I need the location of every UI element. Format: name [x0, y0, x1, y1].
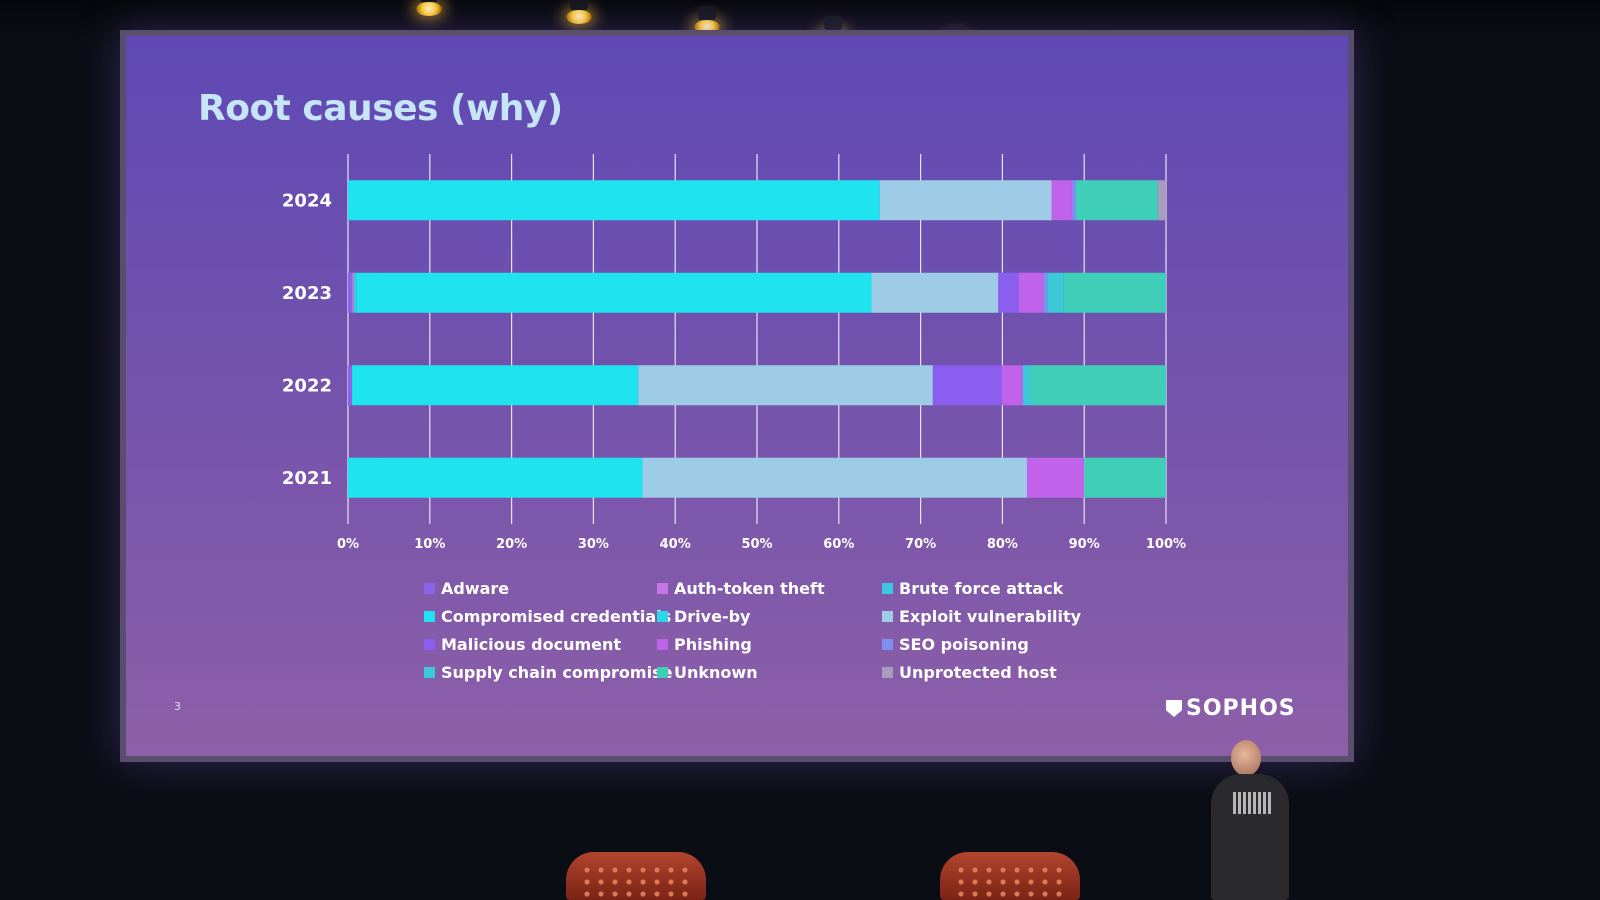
- stage-chair: [566, 852, 706, 900]
- bar-segment: [352, 365, 639, 406]
- x-tick-label: 0%: [337, 537, 359, 552]
- legend-swatch: [424, 666, 435, 678]
- bar-segments: [348, 180, 1166, 498]
- legend-item: Drive-by: [657, 606, 882, 626]
- legend-label: Compromised credentials: [441, 606, 672, 626]
- legend-item: Adware: [424, 578, 657, 598]
- bar-segment: [1071, 180, 1077, 221]
- presenter-head: [1231, 740, 1261, 776]
- x-tick-label: 10%: [414, 537, 445, 552]
- legend-swatch: [657, 610, 668, 622]
- legend-label: Brute force attack: [899, 578, 1064, 598]
- bar-segment: [998, 272, 1019, 313]
- legend-label: Drive-by: [674, 606, 751, 626]
- legend-swatch: [657, 638, 668, 650]
- x-tick-label: 30%: [578, 537, 609, 552]
- y-tick-labels: 2024 2023 2022 2021: [282, 190, 332, 489]
- bar-segment: [1031, 365, 1166, 406]
- bar-segment: [879, 180, 1052, 221]
- bar-segment: [1043, 272, 1048, 313]
- brand-logo: SOPHOS: [1166, 696, 1296, 721]
- x-tick-labels: 0% 10% 20% 30% 40% 50% 60% 70% 80% 90% 100%: [337, 537, 1186, 552]
- legend-swatch: [882, 638, 893, 650]
- legend-item: Malicious document: [424, 634, 657, 654]
- chart-legend: Adware Auth-token theft Brute force attack…: [424, 578, 1082, 682]
- bar-segment: [1051, 180, 1072, 221]
- legend-label: Adware: [441, 578, 510, 598]
- legend-label: Supply chain compromise: [441, 662, 673, 682]
- legend-swatch: [424, 610, 435, 622]
- bar-segment: [1026, 457, 1085, 498]
- legend-swatch: [424, 638, 435, 650]
- legend-swatch: [882, 666, 893, 678]
- legend-item: Unknown: [657, 662, 882, 682]
- legend-item: Supply chain compromise: [424, 662, 672, 682]
- bar-segment: [1157, 180, 1166, 221]
- x-tick-label: 50%: [741, 537, 772, 552]
- bar-segment: [348, 365, 353, 406]
- x-tick-label: 20%: [496, 537, 527, 552]
- legend-swatch: [657, 582, 668, 594]
- bar-segment: [932, 365, 1003, 406]
- y-tick-label: 2022: [282, 375, 332, 396]
- bar-segment: [348, 180, 880, 221]
- legend-label: Exploit vulnerability: [899, 606, 1082, 626]
- bar-segment: [1076, 180, 1158, 221]
- x-tick-label: 80%: [987, 537, 1018, 552]
- bar-segment: [642, 457, 1027, 498]
- brand-name: SOPHOS: [1186, 696, 1296, 721]
- legend-label: Phishing: [674, 634, 752, 654]
- legend-item: Compromised credentials: [424, 606, 671, 626]
- x-tick-label: 90%: [1069, 537, 1100, 552]
- stage-light: [416, 0, 442, 16]
- x-tick-label: 60%: [823, 537, 854, 552]
- legend-swatch: [882, 610, 893, 622]
- legend-item: Exploit vulnerability: [882, 606, 1082, 626]
- bar-segment: [1084, 457, 1166, 498]
- bar-segment: [348, 457, 643, 498]
- presenter: [1205, 740, 1300, 900]
- bar-segment: [1022, 365, 1032, 406]
- bar-segment: [356, 272, 872, 313]
- legend-swatch: [657, 666, 668, 678]
- chart: 2024 2023 2022 2021 0% 10% 20% 30% 40% 50% 60% 70%…: [282, 154, 1186, 552]
- legend-item: Auth-token theft: [657, 578, 882, 598]
- stage-light: [566, 0, 592, 24]
- legend-swatch: [424, 582, 435, 594]
- bar-segment: [1018, 272, 1044, 313]
- y-tick-label: 2024: [282, 190, 332, 211]
- legend-label: SEO poisoning: [899, 634, 1029, 654]
- bar-segment: [348, 272, 353, 313]
- bar-segment: [1047, 272, 1064, 313]
- bar-segment: [871, 272, 999, 313]
- x-tick-label: 70%: [905, 537, 936, 552]
- legend-swatch: [882, 582, 893, 594]
- slide-page-number: 3: [174, 700, 181, 713]
- legend-label: Malicious document: [441, 634, 622, 654]
- legend-label: Unknown: [674, 662, 758, 682]
- y-tick-label: 2021: [282, 468, 332, 489]
- legend-item: Phishing: [657, 634, 882, 654]
- bar-segment: [1002, 365, 1023, 406]
- shield-icon: [1166, 700, 1182, 717]
- bar-segment: [638, 365, 933, 406]
- legend-item: Unprotected host: [882, 662, 1082, 682]
- x-tick-label: 100%: [1146, 537, 1186, 552]
- legend-label: Unprotected host: [899, 662, 1057, 682]
- projection-screen: Root causes (why) 2024 2023 2022 2021 0% 10%…: [120, 30, 1354, 762]
- shirt-print: [1233, 792, 1273, 814]
- bar-segment: [1063, 272, 1166, 313]
- legend-item: Brute force attack: [882, 578, 1082, 598]
- legend-item: SEO poisoning: [882, 634, 1082, 654]
- bar-segment: [352, 272, 354, 313]
- slide-title: Root causes (why): [198, 88, 563, 129]
- x-tick-label: 40%: [660, 537, 691, 552]
- legend-label: Auth-token theft: [674, 578, 825, 598]
- stage-chair: [940, 852, 1080, 900]
- y-tick-label: 2023: [282, 283, 332, 304]
- presenter-body: [1211, 774, 1289, 900]
- bar-segment: [353, 272, 357, 313]
